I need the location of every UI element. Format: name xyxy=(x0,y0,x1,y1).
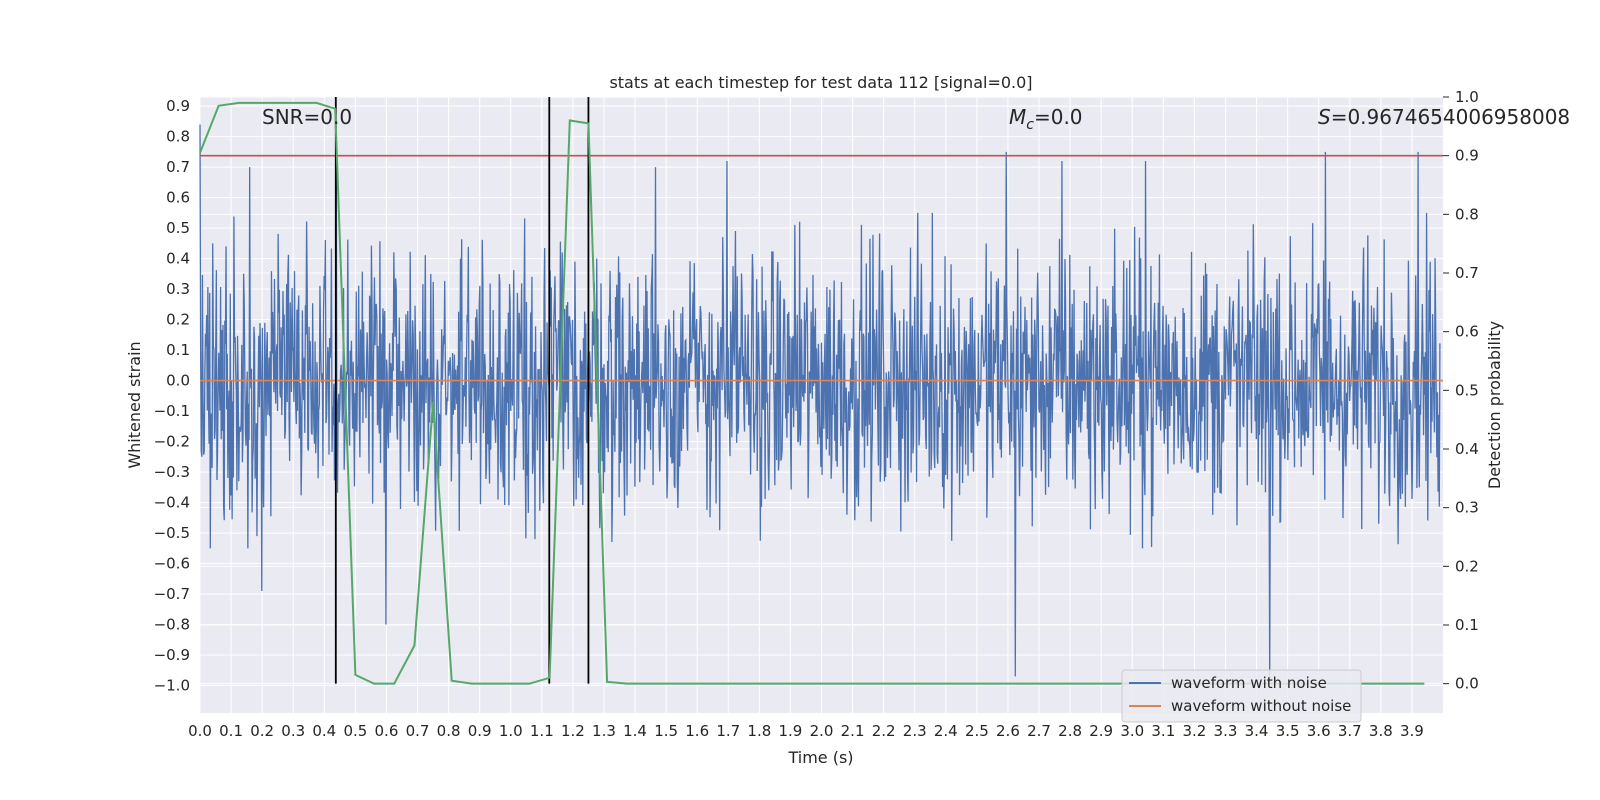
legend-label-clean: waveform without noise xyxy=(1171,697,1351,715)
x-tick-label: 0.2 xyxy=(250,722,274,740)
x-tick-label: 2.4 xyxy=(934,722,958,740)
x-tick-label: 3.4 xyxy=(1245,722,1269,740)
y-right-tick-label: 0.5 xyxy=(1455,381,1479,399)
tick-labels: 0.0 0.1 0.2 0.3 0.4 0.5 0.6 0.7 0.8 0.9 1.0 1.1 1.2 1… xyxy=(154,88,1479,740)
x-tick-label: 2.7 xyxy=(1027,722,1051,740)
series-detection-probability xyxy=(199,101,1425,685)
y-tick-label: −0.6 xyxy=(154,555,190,573)
x-tick-label: 3.2 xyxy=(1182,722,1206,740)
y-tick-label: 0.1 xyxy=(166,341,190,359)
x-tick-label: 2.6 xyxy=(996,722,1020,740)
s-annotation: S=0.9674654006958008 xyxy=(1318,105,1570,129)
s-symbol: S xyxy=(1318,105,1331,129)
x-tick-label: 2.8 xyxy=(1058,722,1082,740)
x-tick-label: 0.5 xyxy=(343,722,367,740)
y-tick-label: 0.0 xyxy=(166,372,190,390)
y-right-tick-label: 0.1 xyxy=(1455,616,1479,634)
x-tick-label: 3.0 xyxy=(1120,722,1144,740)
snr-annotation: SNR=0.0 xyxy=(262,105,352,129)
y-tick-label: 0.7 xyxy=(166,158,190,176)
x-tick-label: 1.1 xyxy=(530,722,554,740)
y-tick-label: 0.5 xyxy=(166,219,190,237)
x-tick-label: 0.0 xyxy=(188,722,212,740)
x-tick-label: 3.6 xyxy=(1307,722,1331,740)
y-tick-label: −0.1 xyxy=(154,402,190,420)
y-right-tick-label: 0.6 xyxy=(1455,323,1479,341)
y-right-tick-label: 0.3 xyxy=(1455,499,1479,517)
x-tick-label: 2.2 xyxy=(872,722,896,740)
x-tick-label: 1.0 xyxy=(499,722,523,740)
legend: waveform with noise waveform without noi… xyxy=(1121,669,1362,723)
y-tick-label: −0.4 xyxy=(154,494,190,512)
x-tick-label: 0.4 xyxy=(312,722,336,740)
mc-annotation: Mc=0.0 xyxy=(1009,105,1083,133)
y-tick-label: 0.8 xyxy=(166,128,190,146)
x-tick-label: 3.5 xyxy=(1276,722,1300,740)
y-right-tick-label: 0.2 xyxy=(1455,557,1479,575)
x-tick-label: 0.7 xyxy=(406,722,430,740)
y-tick-label: −0.2 xyxy=(154,433,190,451)
series-waveform-with-noise xyxy=(199,124,1441,683)
legend-label-noise: waveform with noise xyxy=(1171,674,1327,692)
legend-box xyxy=(1121,669,1362,723)
x-tick-label: 3.8 xyxy=(1369,722,1393,740)
x-tick-label: 0.6 xyxy=(375,722,399,740)
x-tick-label: 2.5 xyxy=(965,722,989,740)
y-right-axis-title: Detection probability xyxy=(1485,321,1504,489)
x-tick-label: 1.5 xyxy=(654,722,678,740)
x-tick-label: 0.8 xyxy=(437,722,461,740)
x-tick-label: 1.7 xyxy=(716,722,740,740)
x-tick-label: 2.3 xyxy=(903,722,927,740)
s-value: =0.9674654006958008 xyxy=(1331,105,1570,129)
x-tick-label: 1.3 xyxy=(592,722,616,740)
x-tick-label: 2.1 xyxy=(841,722,865,740)
y-right-tick-label: 1.0 xyxy=(1455,88,1479,106)
x-tick-label: 0.3 xyxy=(281,722,305,740)
y-axis-title: Whitened strain xyxy=(125,341,144,468)
y-tick-label: 0.9 xyxy=(166,97,190,115)
noise-waveform-layer xyxy=(199,124,1441,683)
y-tick-label: −0.3 xyxy=(154,463,190,481)
x-tick-label: 0.9 xyxy=(468,722,492,740)
x-tick-label: 1.9 xyxy=(778,722,802,740)
x-tick-label: 1.6 xyxy=(685,722,709,740)
x-axis-title: Time (s) xyxy=(787,748,853,767)
chart-title: stats at each timestep for test data 112… xyxy=(609,73,1032,92)
y-tick-label: −0.9 xyxy=(154,646,190,664)
x-tick-label: 1.4 xyxy=(623,722,647,740)
x-tick-label: 3.7 xyxy=(1338,722,1362,740)
x-tick-label: 0.1 xyxy=(219,722,243,740)
x-tick-label: 3.3 xyxy=(1214,722,1238,740)
mc-subscript: c xyxy=(1026,117,1034,133)
y-tick-label: 0.2 xyxy=(166,311,190,329)
y-tick-label: −1.0 xyxy=(154,677,190,695)
series-layer xyxy=(199,97,1443,685)
y-right-tick-label: 0.0 xyxy=(1455,675,1479,693)
mc-value: =0.0 xyxy=(1034,105,1083,129)
x-tick-label: 3.9 xyxy=(1400,722,1424,740)
y-tick-label: −0.8 xyxy=(154,616,190,634)
y-tick-label: 0.3 xyxy=(166,280,190,298)
y-tick-label: 0.4 xyxy=(166,250,190,268)
x-tick-label: 3.1 xyxy=(1151,722,1175,740)
y-tick-label: −0.7 xyxy=(154,585,190,603)
mc-symbol: M xyxy=(1009,105,1026,129)
x-tick-label: 2.0 xyxy=(810,722,834,740)
y-right-tick-label: 0.4 xyxy=(1455,440,1479,458)
x-tick-label: 1.8 xyxy=(747,722,771,740)
y-right-tick-label: 0.8 xyxy=(1455,205,1479,223)
y-right-tick-label: 0.9 xyxy=(1455,147,1479,165)
y-tick-label: −0.5 xyxy=(154,524,190,542)
y-right-tick-label: 0.7 xyxy=(1455,264,1479,282)
y-tick-label: 0.6 xyxy=(166,189,190,207)
x-tick-label: 1.2 xyxy=(561,722,585,740)
x-tick-label: 2.9 xyxy=(1089,722,1113,740)
